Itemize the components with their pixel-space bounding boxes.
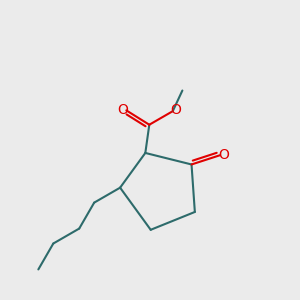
Text: O: O (170, 103, 181, 117)
Text: O: O (117, 103, 128, 117)
Text: O: O (218, 148, 229, 162)
